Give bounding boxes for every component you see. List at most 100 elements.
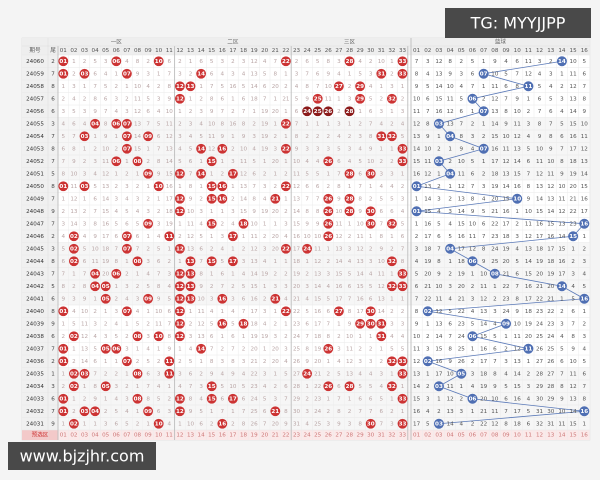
blue-ball-number: 10: [513, 196, 521, 202]
blue-omission: 12: [547, 184, 554, 190]
red-omission: 1: [72, 271, 76, 277]
red-omission: 2: [390, 159, 394, 165]
red-number-header: 22: [282, 48, 289, 54]
red-ball: [69, 368, 79, 379]
blue-omission: 7: [549, 121, 553, 127]
red-omission: 4: [337, 71, 341, 77]
red-omission: 19: [166, 221, 174, 227]
red-ball: [132, 393, 143, 404]
blue-omission: 19: [424, 259, 432, 265]
red-omission: 2: [136, 284, 140, 290]
red-omission: 2: [380, 159, 384, 165]
blue-omission: 17: [570, 146, 578, 152]
red-omission: 14: [102, 196, 110, 202]
red-omission: 5: [189, 146, 193, 152]
blue-omission: 11: [570, 371, 578, 377]
blue-omission: 11: [502, 146, 510, 152]
red-omission: 13: [346, 371, 354, 377]
blue-omission: 10: [547, 159, 555, 165]
red-omission: 6: [401, 234, 405, 240]
red-omission: 7: [401, 246, 405, 252]
red-omission: 2: [274, 184, 278, 190]
red-omission: 5: [337, 146, 341, 152]
red-omission: 1: [72, 59, 76, 65]
blue-ball: [411, 206, 422, 217]
red-omission: 1: [136, 384, 140, 390]
red-number-header: 29: [357, 48, 365, 54]
blue-omission: 13: [435, 71, 443, 77]
red-omission: 5: [210, 321, 214, 327]
red-omission: 13: [357, 259, 365, 265]
blue-omission: 9: [448, 359, 452, 365]
blue-ball-number: 03: [435, 121, 443, 127]
red-omission: 8: [62, 284, 66, 290]
red-omission: 1: [305, 259, 309, 265]
red-ball-number: 32: [388, 359, 396, 365]
blue-omission: 13: [536, 184, 544, 190]
red-omission: 9: [136, 71, 140, 77]
blue-omission: 12: [469, 246, 476, 252]
red-omission: 2: [369, 246, 373, 252]
blue-omission: 8: [448, 59, 452, 65]
red-number-header: 07: [123, 48, 131, 54]
red-omission: 2: [93, 309, 97, 315]
blue-omission: 20: [424, 271, 432, 277]
issue: 24051: [26, 171, 44, 177]
red-omission: 1: [284, 259, 288, 265]
blue-omission: 9: [493, 59, 497, 65]
blue-omission: 8: [493, 371, 497, 377]
red-omission: 8: [93, 221, 97, 227]
red-ball-number: 12: [176, 409, 184, 415]
red-omission: 10: [367, 159, 375, 165]
red-omission: 4: [199, 221, 203, 227]
blue-omission: 25: [491, 259, 499, 265]
blue-omission: 23: [570, 221, 578, 227]
tail: 3: [51, 246, 55, 252]
red-omission: 6: [221, 96, 225, 102]
blue-ball-number: 02: [424, 309, 432, 315]
red-omission: 1: [125, 259, 129, 265]
red-omission: 4: [83, 121, 87, 127]
blue-omission: 18: [536, 246, 544, 252]
blue-omission: 12: [447, 396, 454, 402]
blue-omission: 17: [558, 271, 566, 277]
blue-omission: 3: [504, 359, 508, 365]
red-omission: 5: [199, 134, 203, 140]
blue-omission: 8: [515, 84, 519, 90]
red-omission: 1: [263, 159, 267, 165]
blue-omission: 13: [424, 184, 432, 190]
red-number-footer: 04: [92, 433, 100, 439]
red-omission: 2: [210, 421, 214, 427]
red-ball: [228, 231, 238, 242]
red-ball: [175, 193, 185, 204]
blue-omission: 8: [560, 384, 564, 390]
red-omission: 4: [348, 159, 352, 165]
blue-omission: 9: [571, 346, 575, 352]
red-ball: [344, 106, 355, 117]
red-omission: 4: [83, 234, 87, 240]
blue-omission: 4: [426, 71, 430, 77]
red-omission: 4: [178, 146, 182, 152]
red-omission: 12: [198, 321, 205, 327]
red-omission: 4: [242, 271, 246, 277]
red-omission: 3: [231, 209, 235, 215]
red-omission: 5: [348, 271, 352, 277]
red-omission: 19: [261, 146, 269, 152]
blue-omission: 3: [571, 271, 575, 277]
red-omission: 1: [231, 134, 235, 140]
red-omission: 3: [199, 109, 203, 115]
blue-omission: 16: [536, 221, 544, 227]
red-omission: 13: [378, 296, 386, 302]
red-omission: 3: [401, 109, 405, 115]
red-omission: 13: [293, 196, 301, 202]
red-number-footer: 26: [325, 433, 333, 439]
red-ball-number: 09: [144, 134, 152, 140]
red-omission: 7: [157, 146, 161, 152]
red-omission: 10: [134, 84, 142, 90]
red-omission: 9: [93, 234, 97, 240]
blue-omission: 1: [482, 121, 486, 127]
red-omission: 4: [72, 309, 76, 315]
blue-omission: 16: [435, 109, 443, 115]
red-omission: 2: [274, 384, 278, 390]
blue-omission: 16: [458, 234, 466, 240]
